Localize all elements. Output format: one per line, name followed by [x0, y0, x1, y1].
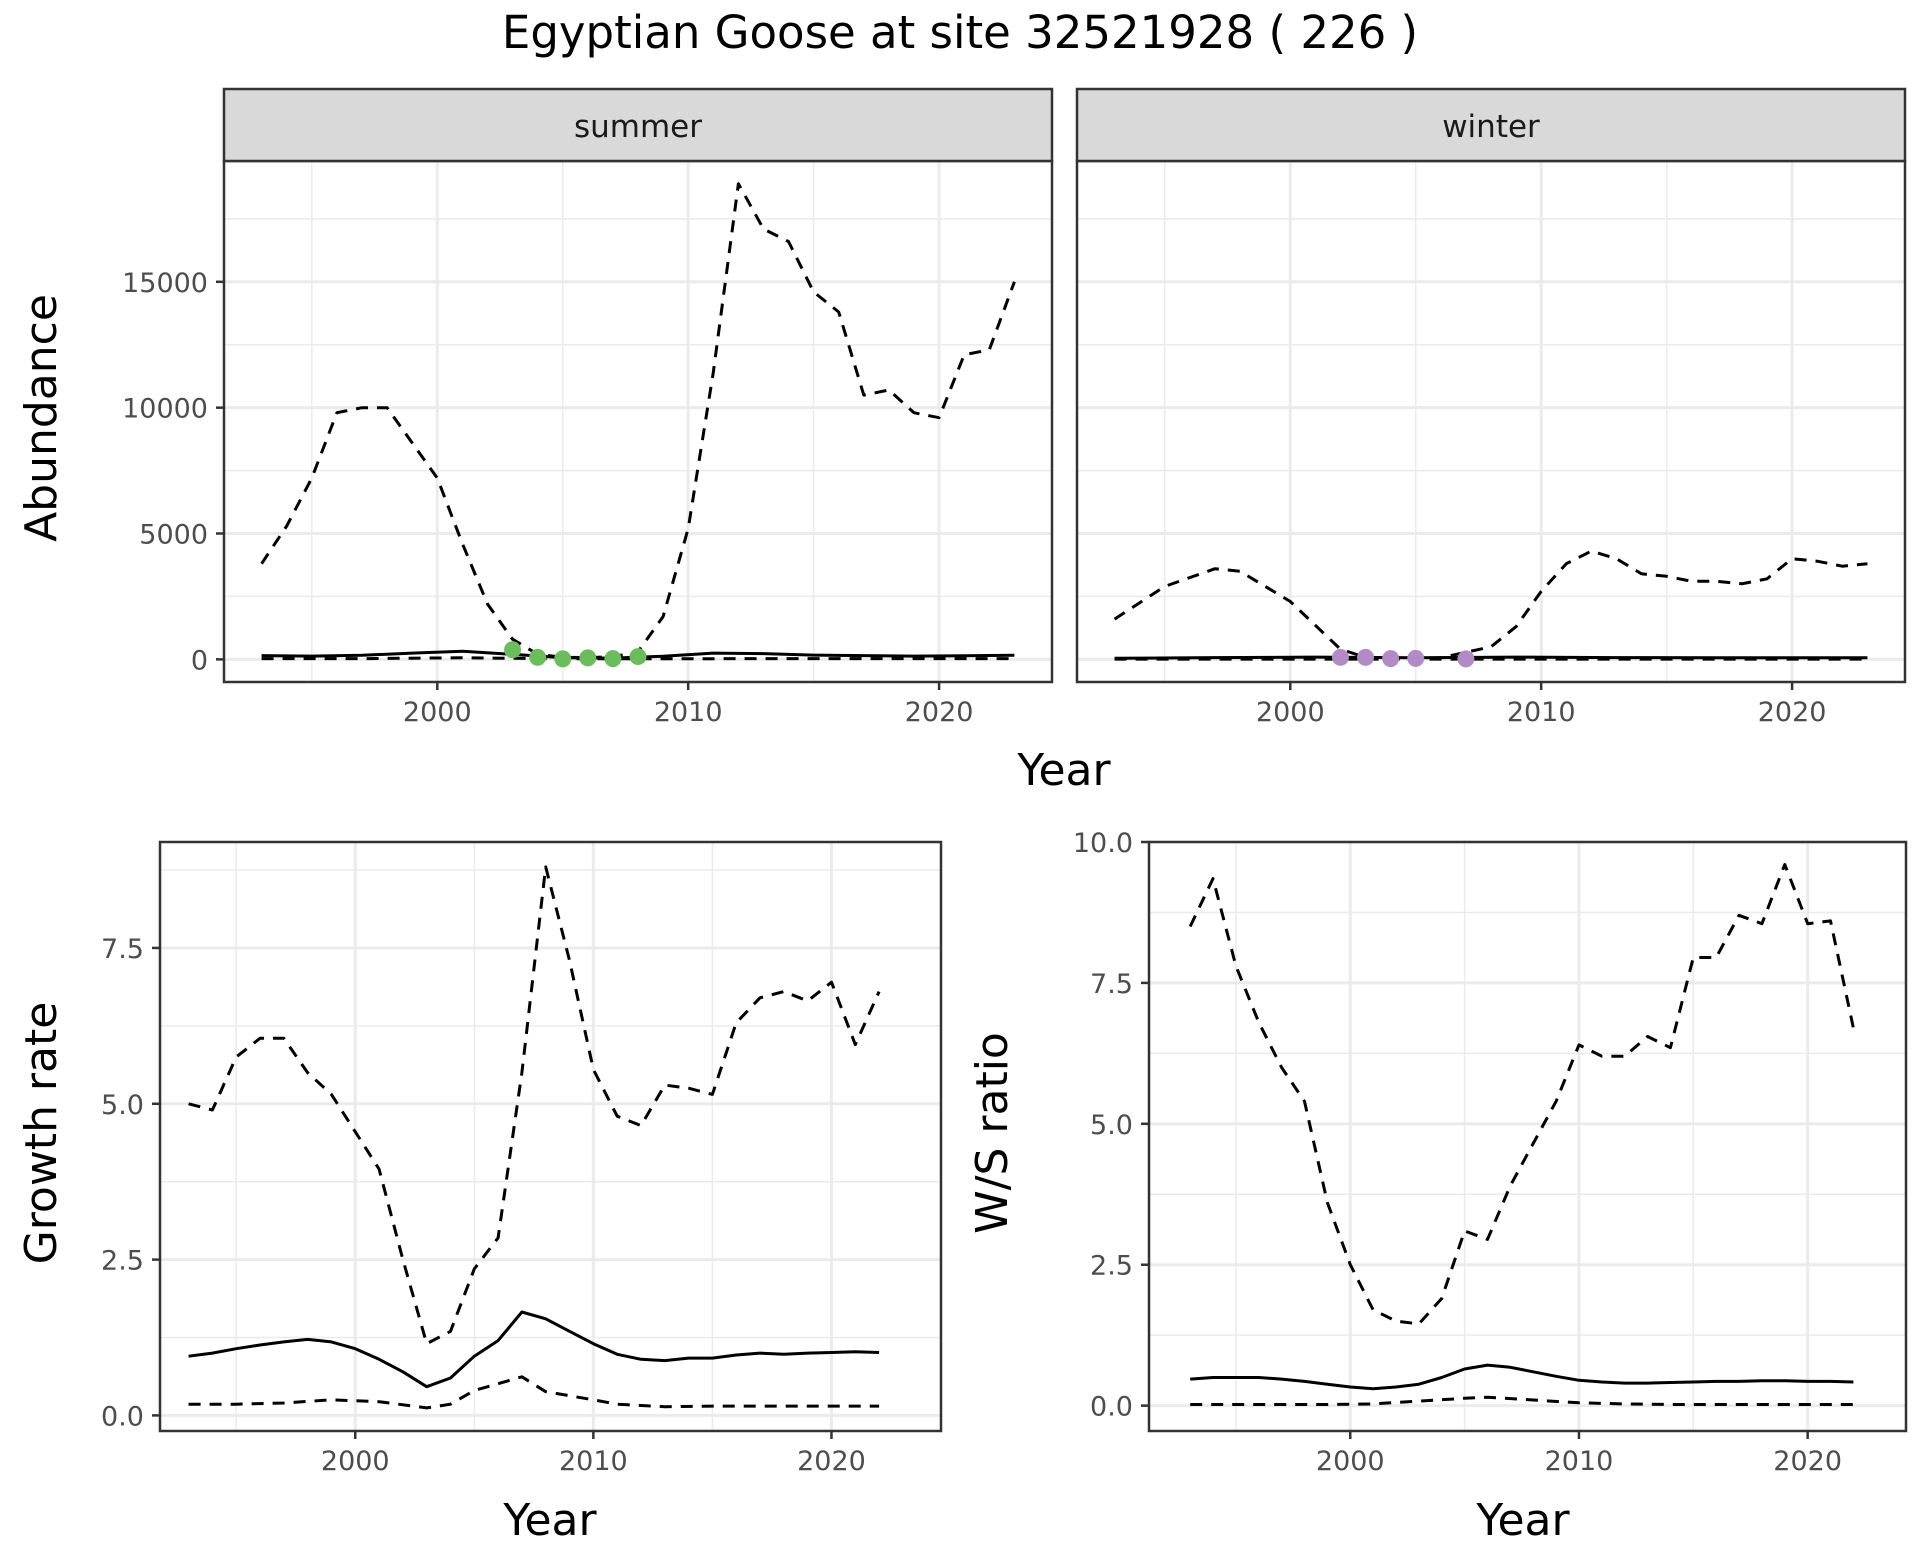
- abundance-winter-observed-point: [1382, 650, 1400, 668]
- y-tick-label: 7.5: [1090, 969, 1133, 1000]
- ws-ratio-upper-line: [1188, 863, 1855, 1326]
- summer-strip: [222, 87, 1054, 163]
- abundance-summer-lower-line: [261, 656, 1015, 661]
- winter-strip: [1075, 87, 1907, 163]
- y-tick-label: 0: [191, 645, 208, 676]
- y-tick-label: 0.0: [1090, 1392, 1133, 1423]
- x-tick-label: 2020: [1773, 1446, 1842, 1477]
- ws-ratio-panel: 2000 2010 2020 0.0 2.5 5.0 7.5 10.0: [1073, 828, 1908, 1477]
- growth-rate-panel: 2000 2010 2020 0.0 2.5 5.0 7.5: [101, 840, 943, 1477]
- abundance-summer-observed-point: [529, 648, 547, 666]
- y-tick-label: 2.5: [101, 1246, 144, 1277]
- abundance-winter-observed-point: [1331, 648, 1349, 666]
- abundance-winter-observed-point: [1457, 650, 1475, 668]
- abundance-summer-observed-point: [629, 648, 647, 666]
- ws-y-title: W/S ratio: [967, 1032, 1018, 1234]
- x-tick-label: 2010: [559, 1446, 628, 1477]
- abundance-winter-estimate-line: [1114, 655, 1868, 660]
- growth-rate-lower-line: [188, 1375, 880, 1410]
- abundance-winter-observed-point: [1407, 649, 1425, 667]
- abundance-winter-upper-line: [1113, 549, 1868, 661]
- y-tick-label: 7.5: [101, 934, 144, 965]
- growth-rate-estimate-line: [188, 1310, 880, 1389]
- figure-title: Egyptian Goose at site 32521928 ( 226 ): [502, 6, 1418, 59]
- x-tick-label: 2000: [1316, 1446, 1385, 1477]
- y-tick-label: 0.0: [101, 1401, 144, 1432]
- x-tick-label: 2020: [797, 1446, 866, 1477]
- y-tick-label: 5000: [139, 520, 208, 551]
- panel-background: [1149, 842, 1906, 1431]
- x-tick-label: 2020: [905, 697, 974, 728]
- y-tick-label: 15000: [122, 268, 208, 299]
- ws-x-title: Year: [1475, 1495, 1570, 1546]
- growth-y-title: Growth rate: [16, 1002, 67, 1265]
- summer-strip-label: summer: [574, 109, 702, 145]
- x-tick-label: 2020: [1758, 697, 1827, 728]
- y-tick-label: 10.0: [1073, 828, 1133, 859]
- abundance-summer-panel: 2000 2010 2020 0 5000 10000 15000: [122, 159, 1054, 728]
- panel-background: [1077, 161, 1905, 682]
- abundance-summer-observed-point: [579, 649, 597, 667]
- abundance-winter-panel: 2000 2010 2020: [1075, 159, 1907, 728]
- panel-border: [1147, 840, 1908, 1433]
- x-tick-label: 2000: [321, 1446, 390, 1477]
- y-tick-label: 5.0: [1090, 1110, 1133, 1141]
- winter-strip-label: winter: [1442, 109, 1540, 145]
- abundance-summer-observed-point: [604, 650, 622, 668]
- abundance-winter-observed-point: [1357, 648, 1375, 666]
- y-tick-label: 10000: [122, 394, 208, 425]
- panel-background: [160, 842, 941, 1431]
- x-tick-label: 2000: [403, 697, 472, 728]
- growth-rate-upper-line: [188, 865, 881, 1346]
- x-tick-label: 2010: [654, 697, 723, 728]
- y-tick-label: 5.0: [101, 1090, 144, 1121]
- ws-ratio-estimate-line: [1190, 1363, 1854, 1391]
- y-tick-label: 2.5: [1090, 1251, 1133, 1282]
- abundance-y-title: Abundance: [16, 294, 67, 542]
- panel-background: [224, 161, 1052, 682]
- growth-x-title: Year: [502, 1495, 597, 1546]
- abundance-x-title: Year: [1016, 745, 1111, 796]
- abundance-summer-observed-point: [554, 650, 572, 668]
- ws-ratio-lower-line: [1190, 1395, 1854, 1406]
- x-tick-label: 2000: [1256, 697, 1325, 728]
- panel-border: [158, 840, 943, 1433]
- x-tick-label: 2010: [1545, 1446, 1614, 1477]
- x-tick-label: 2010: [1507, 697, 1576, 728]
- abundance-summer-observed-point: [504, 641, 522, 659]
